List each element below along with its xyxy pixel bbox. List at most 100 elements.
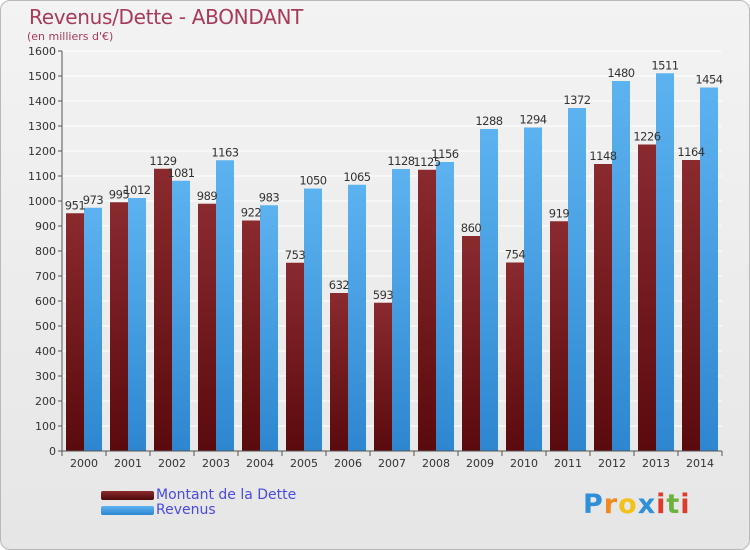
data-label-revenus-2005: 1050 xyxy=(299,174,326,188)
x-tick-label: 2006 xyxy=(334,457,362,470)
data-label-revenus-2006: 1065 xyxy=(343,170,370,184)
data-label-revenus-2001: 1012 xyxy=(123,183,150,197)
logo-letter: P xyxy=(583,489,604,520)
bar-debt-2010 xyxy=(506,262,524,451)
bar-debt-2003 xyxy=(198,203,216,451)
bar-revenus-2012 xyxy=(612,81,630,451)
y-tick-label: 1200 xyxy=(28,145,56,158)
y-tick-label: 300 xyxy=(35,370,56,383)
x-tick-label: 2000 xyxy=(70,457,98,470)
y-tick-label: 0 xyxy=(49,445,56,458)
legend-item-debt: Montant de la Dette xyxy=(101,487,296,503)
x-tick-label: 2005 xyxy=(290,457,318,470)
data-label-debt-2005: 753 xyxy=(285,248,306,262)
proxiti-logo: Proxiti xyxy=(583,489,691,520)
bar-debt-2007 xyxy=(374,302,392,451)
legend-swatch-debt xyxy=(101,490,154,500)
bar-revenus-2009 xyxy=(480,129,498,451)
bar-debt-2009 xyxy=(462,236,480,451)
logo-letter: o xyxy=(618,489,638,520)
data-label-revenus-2012: 1480 xyxy=(607,66,634,80)
legend-label-revenus: Revenus xyxy=(156,502,216,518)
bar-revenus-2010 xyxy=(524,127,542,451)
y-tick-label: 500 xyxy=(35,320,56,333)
x-tick-label: 2011 xyxy=(554,457,582,470)
data-label-revenus-2002: 1081 xyxy=(167,166,194,180)
x-tick-label: 2002 xyxy=(158,457,186,470)
bar-debt-2002 xyxy=(154,168,172,451)
y-tick-label: 700 xyxy=(35,270,56,283)
data-label-debt-2006: 632 xyxy=(329,278,350,292)
bar-debt-2011 xyxy=(550,221,568,451)
x-tick-label: 2014 xyxy=(686,457,714,470)
data-label-revenus-2009: 1288 xyxy=(475,114,502,128)
y-tick-label: 200 xyxy=(35,395,56,408)
chart-subtitle: (en milliers d'€) xyxy=(27,30,114,43)
x-tick-label: 2012 xyxy=(598,457,626,470)
x-tick-label: 2007 xyxy=(378,457,406,470)
data-label-debt-2004: 922 xyxy=(241,206,262,220)
x-tick-label: 2010 xyxy=(510,457,538,470)
bar-debt-2000 xyxy=(66,213,84,451)
bar-revenus-2006 xyxy=(348,184,366,451)
bar-debt-2005 xyxy=(286,262,304,451)
bar-revenus-2011 xyxy=(568,108,586,451)
data-label-revenus-2011: 1372 xyxy=(563,93,590,107)
x-tick-label: 2004 xyxy=(246,457,274,470)
bar-debt-2006 xyxy=(330,293,348,451)
bar-debt-2004 xyxy=(242,220,260,451)
x-tick-label: 2001 xyxy=(114,457,142,470)
y-tick-label: 800 xyxy=(35,245,56,258)
bars xyxy=(66,73,718,451)
logo-letter: i xyxy=(656,489,667,520)
data-label-debt-2011: 919 xyxy=(549,206,570,220)
bar-debt-2001 xyxy=(110,202,128,451)
data-label-revenus-2010: 1294 xyxy=(519,113,546,127)
logo-letter: x xyxy=(637,489,657,520)
bar-revenus-2014 xyxy=(700,87,718,451)
x-tick-label: 2013 xyxy=(642,457,670,470)
bar-revenus-2013 xyxy=(656,73,674,451)
data-label-debt-2013: 1226 xyxy=(633,130,660,144)
data-label-debt-2002: 1129 xyxy=(149,154,176,168)
y-tick-label: 1300 xyxy=(28,120,56,133)
y-tick-label: 1100 xyxy=(28,170,56,183)
x-tick-label: 2008 xyxy=(422,457,450,470)
y-tick-label: 900 xyxy=(35,220,56,233)
bar-debt-2013 xyxy=(638,144,656,451)
data-label-debt-2014: 1164 xyxy=(677,145,704,159)
bar-revenus-2000 xyxy=(84,207,102,451)
bar-revenus-2002 xyxy=(172,180,190,451)
data-label-revenus-2008: 1156 xyxy=(431,147,458,161)
chart-title: Revenus/Dette - ABONDANT xyxy=(29,5,304,29)
bar-revenus-2004 xyxy=(260,205,278,451)
data-label-revenus-2003: 1163 xyxy=(211,145,238,159)
data-label-revenus-2000: 973 xyxy=(83,193,104,207)
bar-revenus-2003 xyxy=(216,160,234,451)
x-tick-label: 2009 xyxy=(466,457,494,470)
data-label-revenus-2014: 1454 xyxy=(695,73,722,87)
bar-revenus-2001 xyxy=(128,198,146,451)
y-tick-label: 400 xyxy=(35,345,56,358)
y-tick-label: 1500 xyxy=(28,70,56,83)
bar-debt-2012 xyxy=(594,164,612,451)
bar-revenus-2007 xyxy=(392,169,410,451)
data-label-revenus-2004: 983 xyxy=(259,190,280,204)
y-tick-label: 1000 xyxy=(28,195,56,208)
data-label-debt-2008: 1125 xyxy=(413,155,440,169)
data-label-debt-2009: 860 xyxy=(461,221,482,235)
axes: 0 100 200 300 400 500 600 700 800 900 1000 1100 1200… xyxy=(28,45,723,470)
logo-letter: t xyxy=(666,489,681,520)
data-label-debt-2012: 1148 xyxy=(589,149,616,163)
bar-debt-2014 xyxy=(682,160,700,451)
y-tick-label: 600 xyxy=(35,295,56,308)
data-label-debt-2010: 754 xyxy=(505,248,526,262)
data-label-debt-2000: 951 xyxy=(65,198,86,212)
bar-revenus-2008 xyxy=(436,162,454,451)
y-tick-label: 100 xyxy=(35,420,56,433)
data-label-debt-2003: 989 xyxy=(197,189,218,203)
legend-item-revenus: Revenus xyxy=(101,502,216,518)
